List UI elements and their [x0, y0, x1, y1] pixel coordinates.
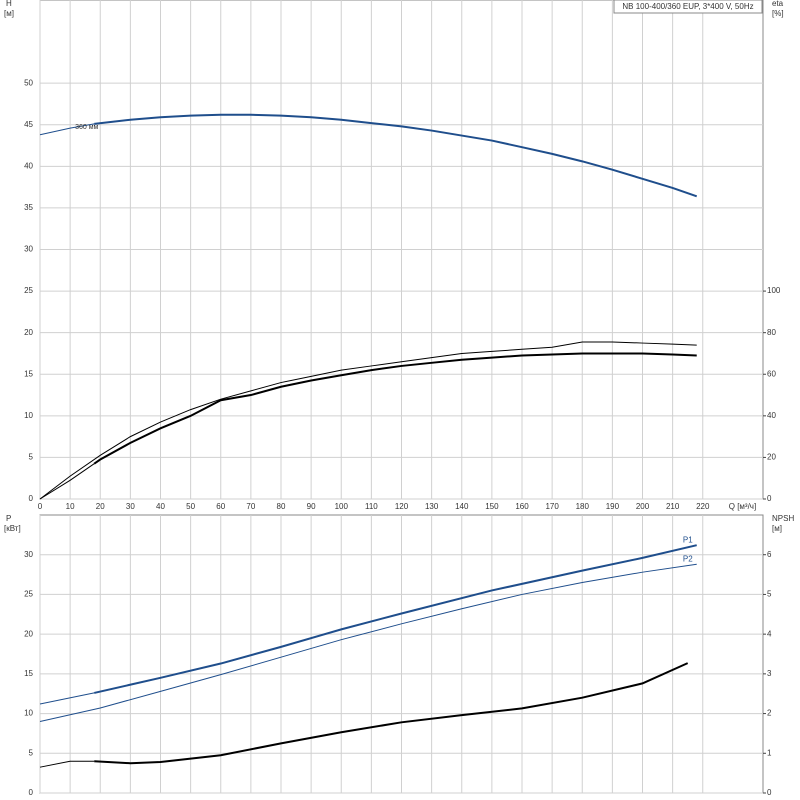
x-tick-label: 140 [455, 502, 469, 511]
curve [39, 760, 95, 768]
y2-tick-label: 20 [767, 453, 776, 462]
y2-tick-label: 100 [767, 286, 781, 295]
curve [39, 463, 95, 500]
series-label: P2 [683, 554, 693, 563]
y-tick-label: 5 [29, 748, 34, 757]
y2-tick-label: 80 [767, 328, 776, 337]
curve [94, 662, 689, 765]
x-tick-label: 190 [606, 502, 620, 511]
y2-axis-unit: [%] [772, 9, 784, 18]
y-tick-label: 40 [24, 161, 33, 170]
y2-tick-label: 40 [767, 411, 776, 420]
curve [93, 352, 697, 465]
y-tick-label: 20 [24, 328, 33, 337]
curve [94, 113, 698, 198]
x-tick-label: 20 [96, 502, 105, 511]
x-tick-label: 80 [277, 502, 286, 511]
x-axis-label: Q [м³/ч] [729, 502, 756, 511]
y-tick-label: 30 [24, 550, 33, 559]
series-label: P1 [683, 535, 693, 544]
curve [39, 692, 95, 705]
x-tick-label: 170 [545, 502, 559, 511]
x-tick-label: 70 [246, 502, 255, 511]
y-tick-label: 35 [24, 203, 33, 212]
y-axis-label: P [6, 514, 11, 523]
chart-title: NB 100-400/360 EUP, 3*400 V, 50Hz [622, 2, 753, 11]
y2-tick-label: 1 [767, 748, 772, 757]
y-axis-label: H [6, 0, 12, 8]
x-tick-label: 50 [186, 502, 195, 511]
x-tick-label: 200 [636, 502, 650, 511]
y-tick-label: 45 [24, 120, 33, 129]
y2-axis-label: NPSH [772, 514, 794, 523]
y2-axis-unit: [м] [772, 524, 782, 533]
y2-tick-label: 0 [767, 494, 772, 503]
x-tick-label: 100 [335, 502, 349, 511]
x-tick-label: 30 [126, 502, 135, 511]
x-tick-label: 220 [696, 502, 710, 511]
curve [39, 123, 95, 136]
x-tick-label: 120 [395, 502, 409, 511]
x-tick-label: 160 [515, 502, 529, 511]
x-tick-label: 0 [38, 502, 43, 511]
curve [39, 563, 697, 723]
y-tick-label: 0 [29, 788, 34, 797]
y-tick-label: 10 [24, 709, 33, 718]
x-tick-label: 10 [66, 502, 75, 511]
curve [39, 341, 697, 500]
y-tick-label: 10 [24, 411, 33, 420]
y-tick-label: 20 [24, 629, 33, 638]
y2-axis-label: eta [772, 0, 784, 8]
y-tick-label: 30 [24, 245, 33, 254]
y2-tick-label: 2 [767, 709, 772, 718]
y2-tick-label: 60 [767, 369, 776, 378]
y2-tick-label: 4 [767, 629, 772, 638]
x-tick-label: 40 [156, 502, 165, 511]
y2-tick-label: 3 [767, 669, 772, 678]
y-tick-label: 0 [29, 494, 34, 503]
x-tick-label: 60 [216, 502, 225, 511]
y2-tick-label: 0 [767, 788, 772, 797]
y-tick-label: 25 [24, 286, 33, 295]
x-tick-label: 90 [307, 502, 316, 511]
y-tick-label: 50 [24, 78, 33, 87]
x-tick-label: 150 [485, 502, 499, 511]
y-tick-label: 15 [24, 369, 33, 378]
y-tick-label: 5 [29, 453, 34, 462]
title-box [613, 0, 763, 14]
y-tick-label: 25 [24, 590, 33, 599]
y-axis-unit: [кВт] [4, 524, 21, 533]
x-tick-label: 180 [576, 502, 590, 511]
annotation: 360 мм [75, 124, 98, 131]
y-tick-label: 15 [24, 669, 33, 678]
curve [94, 544, 697, 694]
y2-tick-label: 6 [767, 550, 772, 559]
x-tick-label: 210 [666, 502, 680, 511]
y-axis-unit: [м] [4, 9, 14, 18]
y2-tick-label: 5 [767, 590, 772, 599]
x-tick-label: 130 [425, 502, 439, 511]
x-tick-label: 110 [365, 502, 378, 511]
